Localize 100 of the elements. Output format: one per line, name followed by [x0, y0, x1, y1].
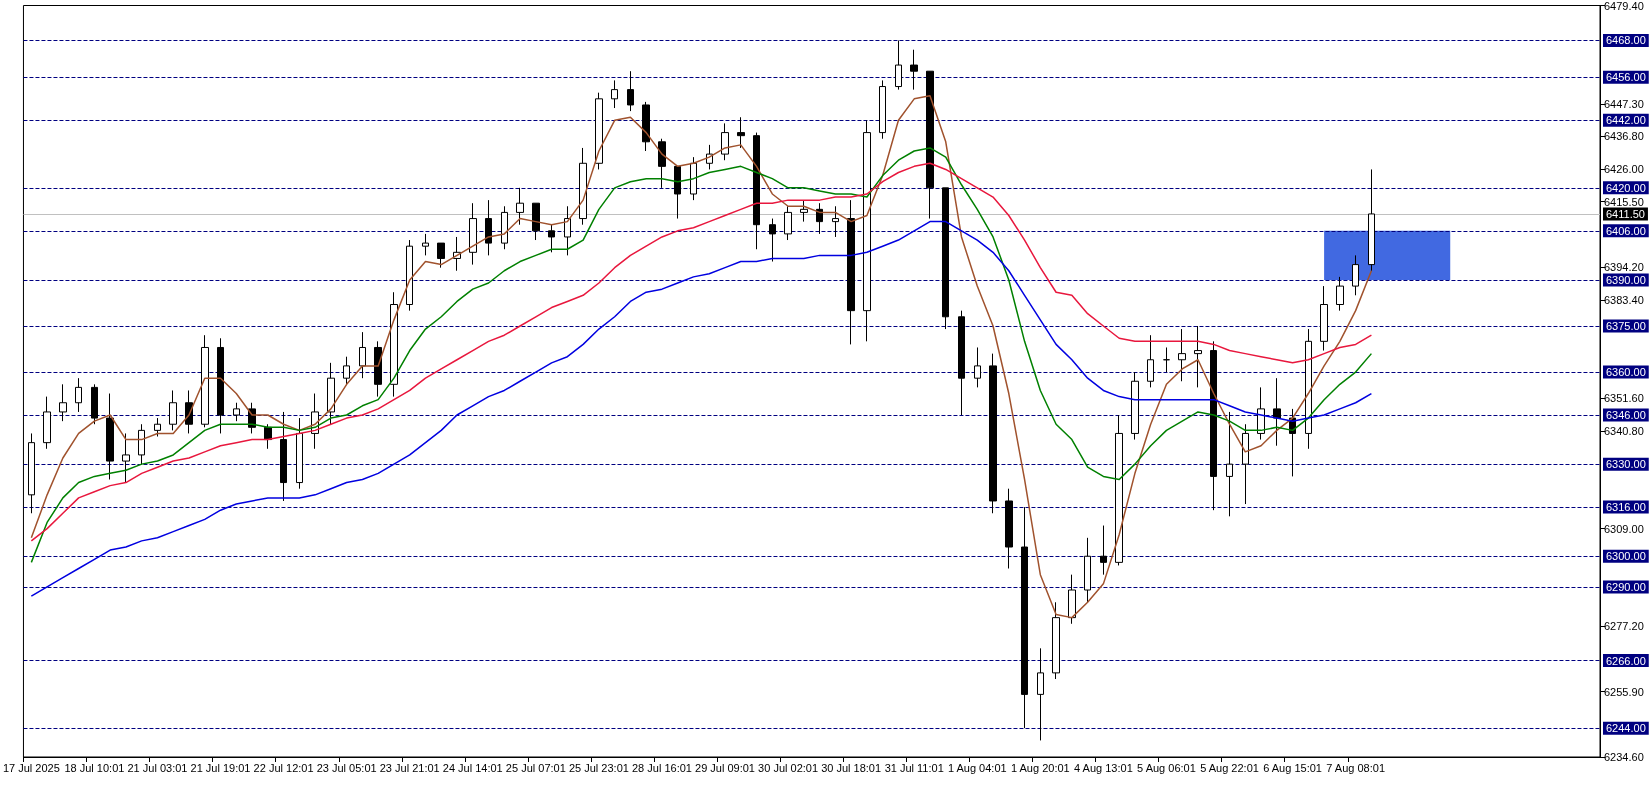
candlestick: [43, 396, 51, 450]
candlestick: [1115, 414, 1123, 566]
ref-line-label: 6411.50: [1606, 207, 1645, 220]
candlestick: [800, 199, 808, 223]
candlestick: [28, 432, 35, 514]
candlestick: [974, 346, 981, 388]
candlestick: [1305, 328, 1312, 450]
candlestick: [233, 402, 240, 422]
candlestick: [958, 310, 965, 416]
x-tick-label: 24 Jul 14:01: [442, 761, 503, 774]
candlestick: [217, 337, 224, 434]
candlestick: [106, 393, 114, 480]
ref-line-label: 6406.00: [1606, 224, 1646, 237]
ref-line-label: 6456.00: [1606, 71, 1646, 84]
candlestick: [627, 70, 634, 112]
candlestick: [989, 353, 997, 514]
candlestick: [59, 383, 67, 422]
x-tick-label: 5 Aug 22:01: [1200, 761, 1259, 774]
candlestick: [1005, 488, 1013, 570]
x-tick-label: 30 Jul 18:01: [821, 761, 882, 774]
candlestick: [611, 79, 618, 109]
candlestick: [564, 205, 571, 256]
x-tick-label: 5 Aug 06:01: [1137, 761, 1196, 774]
candlestick: [863, 119, 871, 342]
x-tick-label: 21 Jul 03:01: [127, 761, 188, 774]
ref-line-label: 6290.00: [1606, 580, 1646, 593]
candlestick: [1084, 537, 1091, 603]
y-tick-label: 6351.60: [1604, 391, 1644, 404]
candlestick: [501, 205, 508, 250]
x-tick-label: 4 Aug 13:01: [1074, 761, 1133, 774]
candlestick: [548, 224, 555, 253]
candlestick: [91, 383, 98, 425]
x-tick-label: 21 Jul 19:01: [190, 761, 251, 774]
candlestick: [75, 377, 82, 413]
candlestick: [280, 411, 287, 502]
candlestick: [122, 432, 130, 484]
ref-line-label: 6266.00: [1606, 654, 1646, 667]
x-tick-label: 30 Jul 02:01: [758, 761, 819, 774]
ref-line-label: 6330.00: [1606, 458, 1646, 471]
candlestick: [595, 92, 603, 170]
y-tick-label: 6436.80: [1604, 130, 1644, 143]
x-tick-label: 25 Jul 23:01: [568, 761, 629, 774]
candlestick: [201, 334, 209, 428]
ref-line-label: 6360.00: [1606, 366, 1646, 379]
candlestick: [910, 49, 918, 91]
candlestick: [1226, 411, 1233, 517]
candlestick: [1131, 371, 1139, 441]
x-tick-label: 18 Jul 10:01: [64, 761, 125, 774]
ref-line-label: 6375.00: [1606, 319, 1646, 332]
candlestick: [359, 331, 366, 379]
line-series: [30, 220, 1373, 597]
candlestick: [832, 205, 839, 238]
y-tick-label: 6447.30: [1604, 98, 1644, 111]
candlestick: [343, 356, 350, 385]
y-tick-label: 6426.00: [1604, 163, 1644, 176]
y-tick-label: 6340.80: [1604, 424, 1644, 437]
candlestick: [690, 156, 697, 201]
ref-line-label: 6300.00: [1606, 550, 1646, 563]
ref-line-label: 6244.00: [1606, 722, 1646, 735]
candlestick: [1320, 285, 1328, 352]
candlestick: [516, 187, 524, 226]
y-tick-label: 6255.90: [1604, 685, 1644, 698]
candlestick: [1163, 346, 1170, 373]
candlestick: [1273, 377, 1281, 447]
x-tick-label: 22 Jul 12:01: [253, 761, 314, 774]
candlestick: [422, 233, 429, 256]
candlestick: [374, 340, 382, 398]
y-tick-label: 6394.20: [1604, 261, 1644, 274]
candlestick: [485, 199, 492, 256]
candlestick: [942, 187, 949, 330]
ref-line-label: 6390.00: [1606, 273, 1646, 286]
candlestick: [1178, 328, 1186, 382]
candlestick: [579, 147, 587, 226]
candlestick: [737, 116, 745, 149]
candlestick: [753, 132, 760, 250]
candlestick: [406, 239, 413, 312]
candlestick: [769, 218, 776, 263]
candlestick: [1368, 168, 1375, 272]
ref-line-label: 6468.00: [1606, 34, 1646, 47]
line-series: [30, 95, 1373, 619]
ref-line-label: 6442.00: [1606, 114, 1646, 127]
candlestick: [1242, 423, 1249, 505]
x-tick-label: 31 Jul 11:01: [884, 761, 944, 774]
candlestick: [784, 205, 792, 241]
candlestick: [1194, 325, 1202, 388]
candlestick: [674, 165, 681, 220]
candlestick: [816, 202, 823, 235]
y-tick-label: 6234.60: [1604, 751, 1644, 763]
candlestick: [1352, 254, 1359, 296]
candlestick: [469, 202, 477, 266]
candlestick: [1336, 276, 1344, 312]
candlestick: [926, 70, 934, 220]
candlestick: [1147, 334, 1154, 388]
candlestick: [390, 291, 398, 398]
ref-line-label: 6420.00: [1606, 181, 1646, 194]
candlestick: [1100, 525, 1107, 576]
candlestick: [658, 138, 666, 189]
candlestick: [847, 199, 855, 345]
candlestick: [296, 417, 303, 490]
x-tick-label: 23 Jul 21:01: [379, 761, 440, 774]
